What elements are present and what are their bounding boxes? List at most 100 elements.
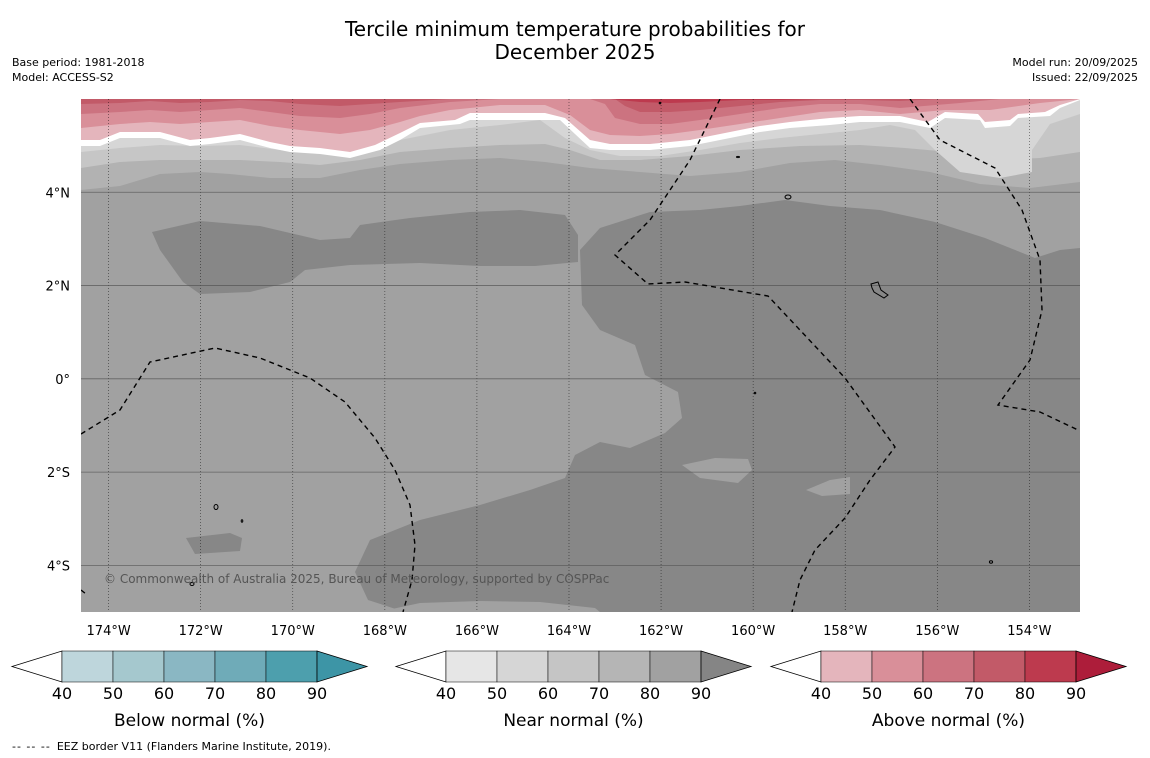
legend-below: 40 50 60 70 80 90 Below normal (%): [10, 650, 369, 731]
above-normal-90-band: [610, 99, 860, 103]
legend-title: Below normal (%): [114, 711, 265, 731]
island-center: [753, 391, 757, 395]
base-period: Base period: 1981-2018: [12, 56, 145, 69]
eez-border-east: [909, 99, 1079, 431]
above-normal-80-band: [81, 99, 940, 112]
legend-swatch: [496, 650, 549, 683]
legend-swatch: [112, 650, 165, 683]
lon-tick-label: 154°W: [1007, 624, 1051, 639]
legend-tick-label: 60: [154, 684, 174, 703]
model-run: Model run: 20/09/2025: [1012, 56, 1138, 69]
legend-tick-label: 40: [52, 684, 72, 703]
legend-swatch: [1024, 650, 1077, 683]
legend-swatch: [445, 650, 498, 683]
near-normal-90-island: [186, 533, 242, 554]
legend-swatch: [265, 650, 318, 683]
legend-above: 40 50 60 70 80 90 Above normal (%): [769, 650, 1128, 731]
lat-tick-label: 2°S: [47, 466, 70, 481]
island-east: [988, 560, 994, 564]
lon-tick-label: 158°W: [823, 624, 867, 639]
legend-tick-label: 70: [205, 684, 225, 703]
island-north: [658, 101, 662, 105]
eez-line-sample: -- -- --: [12, 740, 51, 753]
lon-tick-label: 172°W: [179, 624, 223, 639]
issued-date: Issued: 22/09/2025: [1031, 71, 1138, 84]
legend-tick-label: 60: [538, 684, 558, 703]
above-normal-70-band: [81, 99, 1000, 124]
eez-border-tokelau: [81, 347, 416, 612]
legend-tick-label: 90: [691, 684, 711, 703]
island-kiritimati: [870, 281, 889, 299]
legend-tick-label: 40: [436, 684, 456, 703]
meta-left: Base period: 1981-2018 Model: ACCESS-S2: [12, 55, 144, 85]
title-line-2: December 2025: [494, 40, 656, 64]
latitude-labels: 4°N 2°N 0° 2°S 4°S: [46, 186, 71, 574]
lat-tick-label: 0°: [55, 373, 70, 388]
legend-swatch: [649, 650, 702, 683]
legend-swatch: [547, 650, 600, 683]
island-jarvis: [784, 194, 792, 200]
legend-swatch: [163, 650, 216, 683]
lon-tick-label: 160°W: [731, 624, 775, 639]
legend-swatch: [820, 650, 873, 683]
legend-tick-label: 40: [811, 684, 831, 703]
island-north-b: [736, 155, 740, 159]
legend-tick-label: 50: [862, 684, 882, 703]
model-name: Model: ACCESS-S2: [12, 71, 114, 84]
legend-swatch-high: [700, 650, 753, 683]
legend-swatch: [871, 650, 924, 683]
legend-swatch-high: [1075, 650, 1128, 683]
legend-tick-label: 60: [913, 684, 933, 703]
lat-tick-label: 4°N: [46, 186, 71, 201]
legend-swatch: [922, 650, 975, 683]
attribution-text: © Commonwealth of Australia 2025, Bureau…: [104, 572, 609, 586]
island-west-c: [189, 582, 195, 586]
legend-tick-label: 80: [1015, 684, 1035, 703]
lat-tick-label: 4°S: [47, 559, 70, 574]
lon-tick-label: 170°W: [271, 624, 315, 639]
lat-tick-label: 2°N: [46, 280, 71, 295]
legends: 40 50 60 70 80 90 Below normal (%) 40 50 60 70 80 90…: [10, 650, 1128, 731]
lon-tick-label: 168°W: [363, 624, 407, 639]
lon-tick-label: 164°W: [547, 624, 591, 639]
legend-tick-label: 80: [640, 684, 660, 703]
legend-swatch-low: [394, 650, 447, 683]
legend-swatch: [214, 650, 267, 683]
legend-swatch-low: [10, 650, 63, 683]
lon-tick-label: 156°W: [915, 624, 959, 639]
legend-swatch-low: [769, 650, 822, 683]
islands: [189, 101, 994, 586]
legend-swatch: [598, 650, 651, 683]
legend-tick-label: 90: [307, 684, 327, 703]
near-normal-80-island-a: [682, 458, 752, 483]
legend-tick-label: 50: [487, 684, 507, 703]
probability-field: [81, 99, 1080, 612]
legend-near: 40 50 60 70 80 90 Near normal (%): [394, 650, 753, 731]
lon-tick-label: 162°W: [639, 624, 683, 639]
legend-title: Near normal (%): [503, 711, 643, 731]
legend-tick-label: 90: [1066, 684, 1086, 703]
island-west-b: [240, 519, 244, 523]
legend-tick-label: 70: [964, 684, 984, 703]
eez-borders: [81, 99, 1079, 612]
lon-tick-label: 174°W: [87, 624, 131, 639]
legend-title: Above normal (%): [872, 711, 1025, 731]
legend-tick-label: 70: [589, 684, 609, 703]
longitude-labels: 174°W 172°W 170°W 168°W 166°W 164°W 162°W 160°W…: [87, 624, 1052, 639]
meta-right: Model run: 20/09/2025 Issued: 22/09/2025: [1012, 55, 1138, 85]
near-normal-90-east-region: [355, 200, 1080, 612]
legend-swatch-high: [316, 650, 369, 683]
eez-source-text: EEZ border V11 (Flanders Marine Institut…: [56, 740, 331, 753]
legend-tick-label: 80: [256, 684, 276, 703]
legend-swatch: [61, 650, 114, 683]
near-normal-90-region: [152, 210, 578, 294]
near-normal-80-south-patch: [378, 601, 600, 612]
near-normal-80-island-b: [806, 477, 850, 496]
island-west-a: [213, 504, 219, 510]
footer-note: -- -- -- EEZ border V11 (Flanders Marine …: [12, 740, 331, 753]
lon-tick-label: 166°W: [455, 624, 499, 639]
graticule: [81, 99, 1080, 612]
legend-swatch: [973, 650, 1026, 683]
eez-border-kiribati-line: [613, 99, 896, 612]
